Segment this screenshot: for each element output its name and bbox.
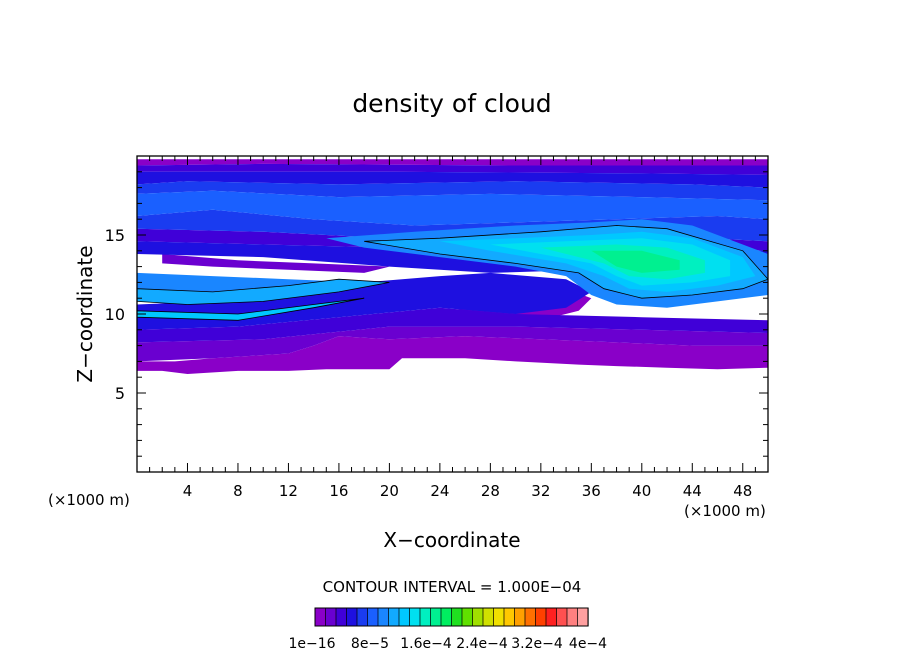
- contour-fills: [137, 159, 768, 374]
- colorbar-swatch: [514, 607, 526, 627]
- contour-band-5-0: [137, 307, 768, 343]
- contour-lines: [137, 225, 768, 321]
- x-tick-label: 40: [632, 482, 651, 500]
- contour-band-22-0: [591, 250, 680, 273]
- colorbar-swatch: [566, 607, 579, 627]
- x-tick-label: 20: [380, 482, 399, 500]
- x-tick-label: 28: [481, 482, 500, 500]
- contour-interval-note: CONTOUR INTERVAL = 1.000E−04: [323, 578, 582, 596]
- colorbar-swatch: [419, 607, 432, 627]
- colorbar-swatch: [545, 607, 558, 627]
- colorbar-swatch: [493, 607, 505, 627]
- y-axis: 5 10 15: [105, 171, 768, 457]
- colorbar-swatch: [451, 607, 463, 627]
- contour-line-1-0: [364, 225, 768, 299]
- colorbar-swatch: [325, 607, 337, 627]
- contour-band-0-0: [137, 336, 768, 374]
- colorbar-swatch: [440, 607, 453, 627]
- colorbar-label: 2.4e−4: [456, 636, 508, 652]
- contour-band-12-0: [137, 181, 768, 201]
- contour-line-2-0: [137, 297, 365, 321]
- contour-band-3-0: [137, 326, 768, 362]
- colorbar-label: 4e−4: [569, 636, 607, 652]
- colorbar-swatch: [430, 607, 442, 627]
- colorbar-swatch: [482, 607, 495, 627]
- contour-band-10-0: [137, 171, 768, 188]
- x-axis-label: X−coordinate: [383, 528, 520, 552]
- contour-band-16-0: [137, 279, 390, 305]
- x-tick-label: 8: [233, 482, 243, 500]
- contour-band-18-0: [137, 298, 365, 321]
- x-unit-left: (×1000 m): [48, 491, 130, 509]
- contour-line-0-0: [137, 278, 390, 305]
- colorbar-swatch: [356, 607, 369, 627]
- x-tick-label: 12: [279, 482, 298, 500]
- colorbar-label: 1e−16: [288, 636, 335, 652]
- colorbar-swatch: [472, 607, 484, 627]
- colorbar-swatch: [461, 607, 474, 627]
- colorbar-labels: 1e−16 8e−5 1.6e−4 2.4e−4 3.2e−4 4e−4: [288, 636, 607, 652]
- colorbar-swatch: [503, 607, 516, 627]
- colorbar-label: 3.2e−4: [511, 636, 563, 652]
- colorbar: [314, 607, 589, 627]
- colorbar-swatch: [556, 607, 568, 627]
- chart-title: density of cloud: [352, 89, 551, 118]
- colorbar-swatch: [377, 607, 390, 627]
- contour-band-13-0: [137, 190, 768, 226]
- x-tick-label: 32: [531, 482, 550, 500]
- colorbar-swatch: [388, 607, 400, 627]
- y-tick-label: 10: [105, 305, 125, 324]
- colorbar-label: 1.6e−4: [400, 636, 452, 652]
- colorbar-swatch: [367, 607, 379, 627]
- colorbar-label: 8e−5: [351, 636, 389, 652]
- contour-band-4-0: [162, 254, 390, 273]
- contour-band-7-0: [137, 163, 768, 175]
- x-axis: 4 8 12 16 20 24 28 32 36 40 44 48: [149, 156, 756, 500]
- colorbar-swatch: [409, 607, 421, 627]
- colorbar-swatch: [535, 607, 547, 627]
- x-tick-label: 24: [430, 482, 449, 500]
- x-tick-label: 48: [733, 482, 752, 500]
- contour-band-2-0: [137, 159, 768, 166]
- colorbar-swatch: [524, 607, 537, 627]
- y-axis-label: Z−coordinate: [73, 245, 97, 382]
- colorbar-swatch: [335, 607, 348, 627]
- x-tick-label: 16: [329, 482, 348, 500]
- x-tick-label: 44: [683, 482, 702, 500]
- x-tick-label: 4: [183, 482, 193, 500]
- colorbar-frame: [314, 607, 589, 627]
- colorbar-swatch: [346, 607, 358, 627]
- colorbar-swatch: [398, 607, 411, 627]
- x-tick-label: 36: [582, 482, 601, 500]
- y-tick-label: 5: [115, 384, 125, 403]
- colorbar-swatch: [314, 607, 327, 627]
- x-unit-right: (×1000 m): [684, 502, 766, 520]
- y-tick-label: 15: [105, 226, 125, 245]
- colorbar-swatch: [577, 607, 589, 627]
